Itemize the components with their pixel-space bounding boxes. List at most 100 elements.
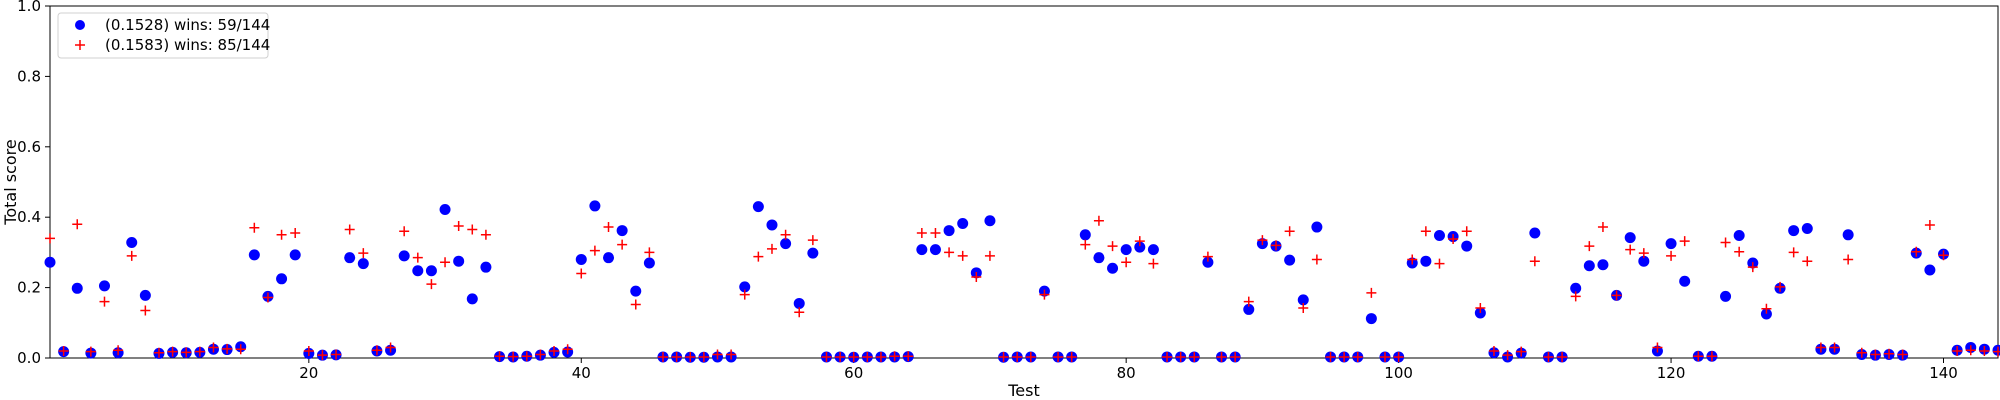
data-point-plus xyxy=(1093,215,1104,226)
plot-area xyxy=(49,5,1999,359)
data-point-plus xyxy=(1979,345,1990,356)
data-point-plus xyxy=(1066,351,1077,362)
data-point-plus xyxy=(1911,246,1922,257)
data-point-circle xyxy=(1420,255,1432,267)
data-point-plus xyxy=(1339,351,1350,362)
data-point-circle xyxy=(276,273,288,285)
data-point-circle xyxy=(248,249,260,261)
data-point-circle xyxy=(616,225,628,237)
y-tick-label: 0.8 xyxy=(17,67,41,85)
data-point-plus xyxy=(358,248,369,259)
legend-marker-plus xyxy=(75,40,85,50)
data-point-plus xyxy=(848,351,859,362)
data-point-plus xyxy=(1148,258,1159,269)
data-point-circle xyxy=(984,215,996,227)
data-point-circle xyxy=(1120,244,1132,256)
data-point-circle xyxy=(575,253,587,265)
data-point-plus xyxy=(971,272,982,283)
x-axis-label: Test xyxy=(1007,381,1040,400)
data-point-plus xyxy=(1325,351,1336,362)
data-point-plus xyxy=(1434,258,1445,269)
data-point-circle xyxy=(929,244,941,256)
data-point-plus xyxy=(549,345,560,356)
data-point-plus xyxy=(644,247,655,258)
data-point-circle xyxy=(780,238,792,250)
data-point-circle xyxy=(139,289,151,301)
data-point-plus xyxy=(1557,351,1568,362)
data-point-circle xyxy=(98,280,110,292)
data-point-plus xyxy=(317,350,328,361)
data-point-circle xyxy=(1842,229,1854,241)
data-point-circle xyxy=(1093,252,1105,264)
data-point-plus xyxy=(698,351,709,362)
data-point-circle xyxy=(1202,256,1214,268)
data-point-plus xyxy=(1625,244,1636,255)
series-circle-markers xyxy=(44,200,2000,363)
data-point-plus xyxy=(1461,226,1472,237)
legend: (0.1528) wins: 59/144 (0.1583) wins: 85/… xyxy=(57,12,270,59)
data-point-plus xyxy=(1584,241,1595,252)
data-point-plus xyxy=(1175,351,1186,362)
data-point-plus xyxy=(1134,236,1145,247)
data-point-circle xyxy=(398,250,410,262)
data-point-plus xyxy=(331,349,342,360)
data-point-plus xyxy=(1597,222,1608,233)
data-point-plus xyxy=(344,224,355,235)
data-point-circle xyxy=(344,252,356,264)
data-point-plus xyxy=(1271,240,1282,251)
data-point-circle xyxy=(752,201,764,213)
data-point-plus xyxy=(1216,351,1227,362)
data-point-circle xyxy=(1107,262,1119,274)
data-point-plus xyxy=(1516,346,1527,357)
data-point-circle xyxy=(1924,264,1936,276)
data-point-circle xyxy=(1638,255,1650,267)
data-point-plus xyxy=(235,344,246,355)
data-point-plus xyxy=(426,279,437,290)
x-tick-label: 60 xyxy=(844,364,863,382)
data-point-circle xyxy=(793,297,805,309)
data-point-plus xyxy=(85,346,96,357)
data-point-plus xyxy=(1570,291,1581,302)
data-point-plus xyxy=(916,228,927,239)
data-point-plus xyxy=(1352,351,1363,362)
data-point-circle xyxy=(1624,232,1636,244)
data-point-plus xyxy=(72,219,83,230)
data-point-circle xyxy=(480,261,492,273)
data-point-plus xyxy=(249,222,260,233)
data-point-plus xyxy=(1884,348,1895,359)
data-point-circle xyxy=(1147,244,1159,256)
data-point-plus xyxy=(671,351,682,362)
legend-entry-label: (0.1528) wins: 59/144 xyxy=(105,16,270,34)
data-point-plus xyxy=(889,351,900,362)
data-point-plus xyxy=(1611,290,1622,301)
data-point-plus xyxy=(1448,234,1459,245)
data-point-plus xyxy=(617,239,628,250)
data-point-plus xyxy=(290,228,301,239)
x-tick-label: 80 xyxy=(1117,364,1136,382)
data-point-plus xyxy=(385,342,396,353)
data-point-circle xyxy=(1570,282,1582,294)
data-point-plus xyxy=(835,351,846,362)
data-point-plus xyxy=(412,252,423,263)
data-point-circle xyxy=(1284,254,1296,266)
data-point-plus xyxy=(1965,345,1976,356)
data-point-plus xyxy=(1802,256,1813,267)
data-point-plus xyxy=(1747,262,1758,273)
x-tick-label: 140 xyxy=(1929,364,1958,382)
data-point-plus xyxy=(1924,219,1935,230)
data-point-plus xyxy=(494,351,505,362)
data-point-plus xyxy=(1121,257,1132,268)
data-point-plus xyxy=(1107,241,1118,252)
data-point-circle xyxy=(603,252,615,264)
data-point-plus xyxy=(984,250,995,261)
data-point-plus xyxy=(1815,342,1826,353)
data-point-plus xyxy=(440,257,451,268)
data-point-plus xyxy=(562,344,573,355)
data-point-plus xyxy=(603,222,614,233)
data-point-circle xyxy=(126,237,138,249)
data-point-plus xyxy=(1243,296,1254,307)
data-point-circle xyxy=(1801,222,1813,234)
data-point-plus xyxy=(167,346,178,357)
data-point-plus xyxy=(1638,248,1649,259)
data-point-circle xyxy=(439,203,451,215)
